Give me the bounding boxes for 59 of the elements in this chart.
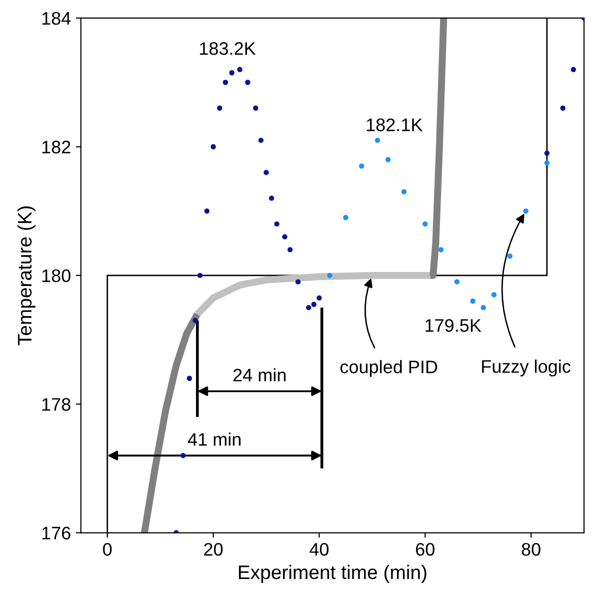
annotation: 24 min [233, 368, 286, 382]
point [358, 163, 364, 169]
point [245, 80, 250, 85]
annotation: 41 min [188, 432, 241, 446]
point [311, 302, 317, 307]
point [180, 452, 186, 458]
point [204, 208, 210, 214]
point [295, 279, 301, 284]
point [385, 157, 391, 162]
annotation: 179.5K [426, 319, 482, 332]
point [544, 160, 550, 166]
point [192, 318, 198, 324]
point [186, 376, 192, 381]
annotation: Fuzzy logic [482, 360, 570, 376]
point [210, 144, 216, 150]
annotation: 182.1K [366, 118, 423, 132]
point [544, 150, 550, 156]
point [480, 304, 486, 310]
point [327, 272, 332, 278]
point [316, 295, 322, 301]
point [287, 247, 293, 252]
x-axis-title: Experiment time (min) [238, 564, 426, 584]
point [237, 66, 242, 72]
point [197, 272, 203, 278]
point [306, 304, 312, 310]
point [401, 189, 407, 194]
annotation: 183.2K [200, 42, 256, 55]
point [258, 138, 264, 143]
point [217, 106, 222, 111]
point [570, 66, 576, 72]
point [523, 208, 528, 214]
y-axis-title: Temperature (K) [17, 206, 36, 346]
point [491, 292, 497, 298]
point [253, 106, 258, 111]
point [374, 138, 380, 143]
x-tick-label: 80 [522, 542, 540, 556]
point [274, 221, 280, 227]
point [454, 279, 460, 284]
point [264, 170, 269, 176]
point [222, 80, 228, 85]
point [282, 234, 288, 240]
x-tick-label: 40 [310, 542, 329, 556]
point [268, 196, 274, 201]
point [560, 106, 566, 111]
point [470, 298, 476, 304]
x-tick-label: 0 [103, 542, 112, 556]
annotation: coupled PID [340, 360, 438, 377]
point [422, 221, 428, 227]
x-tick-label: 60 [416, 542, 434, 556]
y-tick-label: 176 [42, 526, 70, 540]
x-tick-label: 20 [204, 542, 223, 556]
y-tick-label: 184 [42, 12, 71, 25]
y-tick-label: 180 [42, 269, 70, 282]
point [438, 247, 444, 252]
y-tick-label: 182 [42, 140, 70, 154]
point [229, 70, 234, 76]
y-tick-label: 178 [42, 398, 70, 411]
point [343, 214, 348, 220]
point [507, 254, 512, 259]
